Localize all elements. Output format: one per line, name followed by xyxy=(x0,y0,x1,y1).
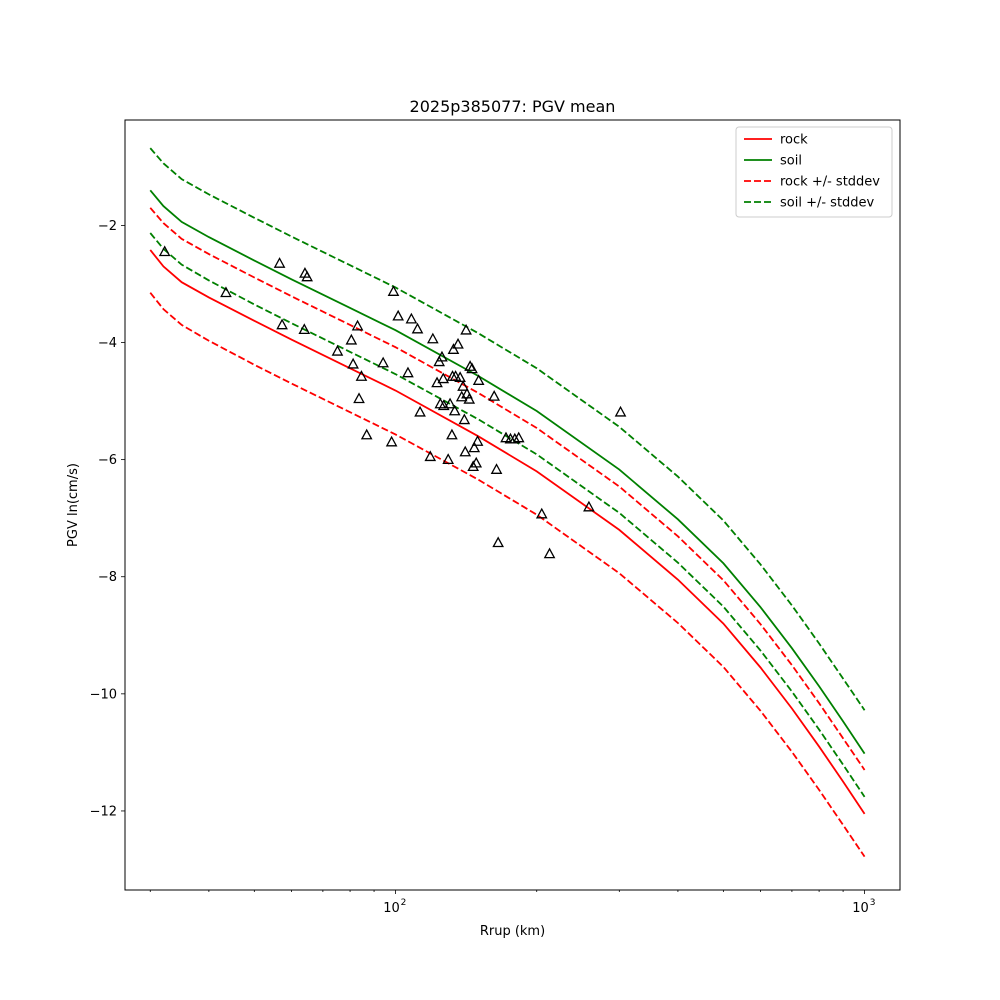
series-line-0 xyxy=(149,249,866,815)
legend: rock soil rock +/- stddev soil +/- stddev xyxy=(735,126,893,218)
observation-point xyxy=(472,374,485,385)
observation-point xyxy=(355,370,368,381)
observation-point xyxy=(466,362,478,374)
observation-point xyxy=(614,405,627,417)
observation-point xyxy=(535,507,548,519)
observation-point xyxy=(543,547,556,559)
x-axis: 10 2 10 3 xyxy=(149,890,876,916)
legend-label: soil xyxy=(780,154,802,169)
observation-point xyxy=(458,413,471,425)
observation-point xyxy=(385,435,398,447)
series-line-4 xyxy=(149,147,866,711)
observation-point xyxy=(463,392,476,404)
observation-point xyxy=(459,445,472,457)
observation-point xyxy=(488,390,501,401)
observation-point xyxy=(455,390,468,402)
observation-point xyxy=(426,332,439,344)
observation-point xyxy=(414,405,426,417)
observation-point xyxy=(351,319,364,331)
observation-point xyxy=(345,333,358,345)
observation-point xyxy=(512,431,525,443)
y-axis-label: PGV ln(cm/s) xyxy=(66,463,81,547)
observation-point xyxy=(377,356,389,368)
legend-label: soil +/- stddev xyxy=(780,196,875,211)
observation-point xyxy=(454,371,466,383)
chart-title: 2025p385077: PGV mean xyxy=(410,97,616,116)
observation-point xyxy=(470,456,483,468)
observation-point xyxy=(402,366,414,378)
y-tick-label: −10 xyxy=(90,687,117,702)
observation-point xyxy=(468,441,481,453)
observation-point xyxy=(508,432,521,444)
observation-point xyxy=(347,357,359,369)
observation-point xyxy=(298,323,311,335)
x-tick-exponent: 2 xyxy=(401,898,407,908)
series-line-1 xyxy=(149,189,866,755)
x-axis-label: Rrup (km) xyxy=(480,924,545,939)
observation-point xyxy=(353,392,365,404)
x-tick-label: 10 xyxy=(383,901,400,916)
legend-label: rock +/- stddev xyxy=(780,175,880,190)
observation-point xyxy=(436,350,448,362)
observation-point xyxy=(583,500,595,512)
observation-point xyxy=(448,404,461,416)
observation-point xyxy=(424,450,437,462)
series-line-2 xyxy=(149,207,866,771)
observation-point xyxy=(467,460,480,472)
observation-point xyxy=(471,435,484,446)
observation-point xyxy=(273,257,286,268)
observation-point xyxy=(490,463,503,474)
observation-points xyxy=(158,245,627,559)
y-tick-label: −2 xyxy=(98,219,117,234)
observation-point xyxy=(444,397,456,409)
observation-point xyxy=(411,322,424,334)
observation-point xyxy=(447,343,460,354)
plot-area xyxy=(149,147,866,858)
observation-point xyxy=(276,318,288,330)
y-tick-label: −12 xyxy=(90,804,117,819)
legend-box xyxy=(735,126,893,218)
observation-point xyxy=(392,309,404,321)
observation-point xyxy=(442,453,455,465)
x-tick-exponent: 3 xyxy=(870,898,876,908)
observation-point xyxy=(387,285,400,296)
legend-label: rock xyxy=(780,133,808,148)
observation-point xyxy=(405,312,418,324)
plot-frame xyxy=(124,119,901,891)
y-tick-label: −6 xyxy=(98,453,117,468)
observation-point xyxy=(220,286,232,298)
observation-point xyxy=(446,428,458,440)
observation-point xyxy=(158,245,171,257)
observation-point xyxy=(452,337,464,349)
observation-point xyxy=(301,270,313,282)
observation-point xyxy=(460,323,472,335)
series-line-3 xyxy=(149,292,866,858)
observation-point xyxy=(360,428,373,440)
y-tick-label: −8 xyxy=(98,570,117,585)
observation-point xyxy=(457,380,469,391)
y-axis: −2 −4 −6 −8 −10 −12 xyxy=(90,219,125,819)
observation-point xyxy=(437,372,450,384)
y-tick-label: −4 xyxy=(98,336,117,351)
x-tick-label: 10 xyxy=(852,901,869,916)
observation-point xyxy=(331,344,344,356)
observation-point xyxy=(492,536,504,548)
